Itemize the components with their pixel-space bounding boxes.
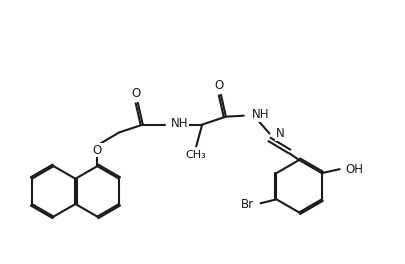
Text: O: O <box>214 79 223 92</box>
Text: O: O <box>92 144 102 157</box>
Text: N: N <box>275 127 284 140</box>
Text: Br: Br <box>240 198 253 211</box>
Text: OH: OH <box>345 163 363 176</box>
Text: NH: NH <box>170 117 188 130</box>
Text: O: O <box>131 87 140 100</box>
Text: CH₃: CH₃ <box>185 150 206 160</box>
Text: NH: NH <box>251 108 269 121</box>
